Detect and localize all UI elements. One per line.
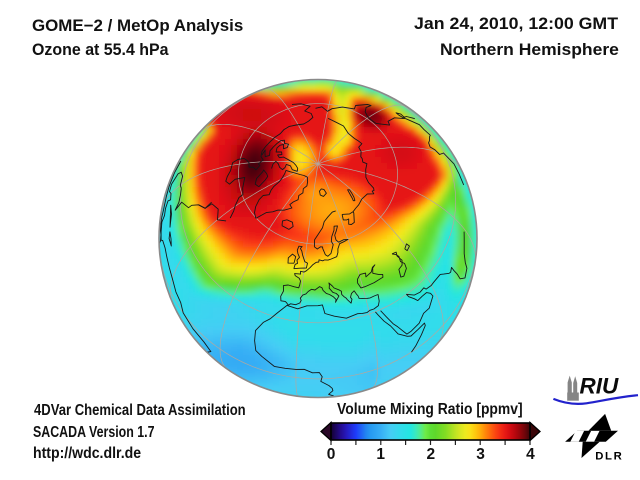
svg-text:DLR: DLR bbox=[595, 451, 623, 463]
svg-text:RIU: RIU bbox=[580, 374, 620, 399]
